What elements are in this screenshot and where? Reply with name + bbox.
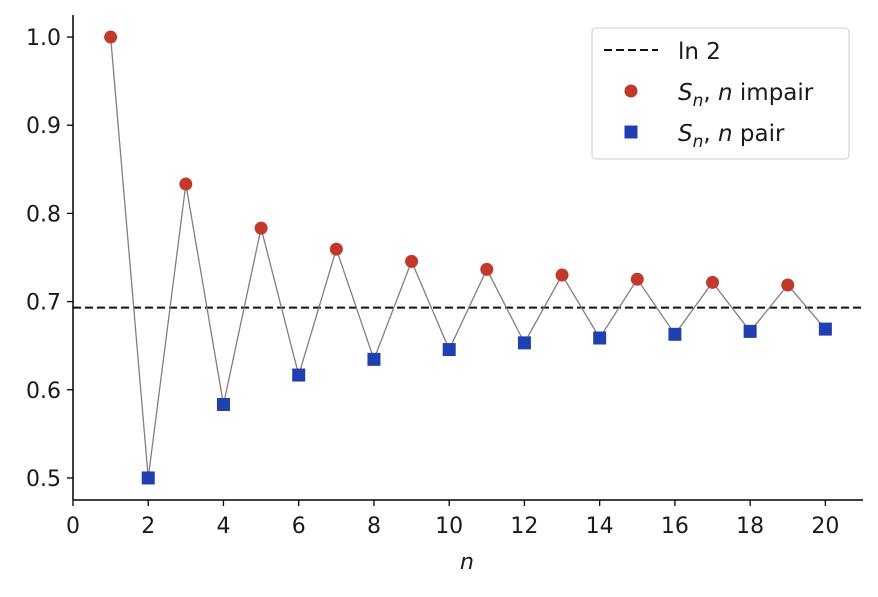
y-tick-label: 0.6: [26, 379, 61, 404]
odd-point: [781, 278, 795, 292]
even-point: [517, 336, 531, 350]
legend-even-label: Sn, n pair: [678, 121, 785, 152]
connecting-line-group: [109, 36, 826, 479]
odd-point: [480, 262, 494, 276]
x-tick-label: 2: [141, 514, 155, 539]
x-tick-label: 10: [435, 514, 463, 539]
even-point: [593, 331, 607, 345]
odd-point: [405, 254, 419, 268]
odd-point: [555, 268, 569, 282]
odd-point: [179, 177, 193, 191]
even-point: [292, 368, 306, 382]
x-tick-label: 20: [811, 514, 839, 539]
x-tick-label: 18: [736, 514, 764, 539]
even-point: [216, 397, 230, 411]
connecting-line: [109, 36, 826, 479]
y-tick-label: 0.9: [26, 114, 61, 139]
y-tick-label: 1.0: [26, 26, 61, 51]
odd-point: [630, 272, 644, 286]
x-tick-label: 6: [292, 514, 306, 539]
legend-even-swatch: [624, 125, 638, 139]
axes-group: [72, 15, 863, 501]
odd-point: [706, 275, 720, 289]
x-tick-label: 8: [367, 514, 381, 539]
even-point: [367, 352, 381, 366]
x-tick-label: 4: [216, 514, 230, 539]
legend-odd-label: Sn, n impair: [678, 80, 814, 111]
even-point: [141, 471, 155, 485]
legend-ln2-label: ln 2: [678, 39, 721, 65]
legend-odd-swatch: [624, 84, 638, 98]
y-tick-label: 0.7: [26, 291, 61, 316]
x-tick-label: 16: [661, 514, 689, 539]
x-tick-label: 0: [66, 514, 80, 539]
odd-point: [329, 242, 343, 256]
x-tick-label: 14: [586, 514, 614, 539]
x-ticks-group: 0 2 4 6 8 10 12 14 16 18 20: [66, 500, 839, 539]
x-tick-label: 12: [510, 514, 538, 539]
markers-group: [104, 30, 832, 485]
even-point: [668, 327, 682, 341]
even-point: [743, 324, 757, 338]
even-point: [818, 322, 832, 336]
x-axis-label: n: [460, 550, 474, 575]
y-tick-label: 0.5: [26, 467, 61, 492]
legend-box: [591, 27, 850, 160]
legend: ln 2 Sn, n impair Sn, n pair: [591, 27, 850, 160]
y-tick-label: 0.8: [26, 202, 61, 227]
odd-point: [254, 221, 268, 235]
even-point: [442, 343, 456, 357]
odd-point: [104, 30, 118, 44]
y-ticks-group: 0.5 0.6 0.7 0.8 0.9 1.0: [26, 26, 73, 492]
